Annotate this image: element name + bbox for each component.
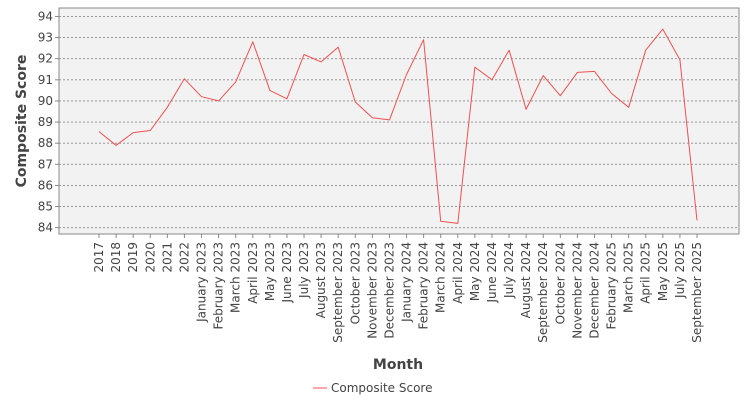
y-tick-label: 94 (38, 9, 53, 23)
x-tick-label: January 2024 (400, 242, 414, 323)
x-tick-label: 2017 (92, 242, 106, 273)
y-tick-label: 87 (38, 157, 53, 171)
y-tick-label: 84 (38, 221, 53, 235)
y-tick-label: 91 (38, 73, 53, 87)
x-tick-label: December 2023 (382, 242, 396, 339)
x-tick-label: 2021 (160, 242, 174, 273)
x-tick-label: January 2023 (195, 242, 209, 323)
y-axis: 84 85 86 87 88 89 90 91 92 93 94 (38, 9, 59, 235)
series-layer (98, 28, 698, 224)
x-tick-label: February 2025 (605, 242, 619, 330)
x-tick-label: July 2025 (673, 242, 687, 299)
legend-label: Composite Score (331, 381, 432, 395)
x-tick-label: 2020 (143, 242, 157, 273)
x-tick-label: March 2025 (622, 242, 636, 313)
x-tick-label: February 2023 (212, 242, 226, 330)
x-tick-label: March 2024 (434, 242, 448, 313)
series-line (98, 28, 698, 224)
x-tick-label: February 2024 (417, 242, 431, 330)
x-tick-label: October 2023 (348, 242, 362, 324)
x-tick-label: August 2023 (314, 242, 328, 318)
x-tick-label: May 2025 (656, 242, 670, 301)
y-axis-title: Composite Score (14, 55, 30, 188)
y-tick-label: 89 (38, 115, 53, 129)
x-tick-label: 2019 (126, 242, 140, 273)
y-tick-label: 92 (38, 52, 53, 66)
x-tick-label: August 2024 (519, 242, 533, 318)
x-tick-label: July 2024 (502, 242, 516, 299)
x-tick-label: 2022 (177, 242, 191, 273)
x-tick-label: 2018 (109, 242, 123, 273)
x-tick-label: May 2023 (263, 242, 277, 301)
x-tick-label: June 2024 (485, 242, 499, 304)
x-tick-label: September 2023 (331, 242, 345, 343)
y-tick-label: 93 (38, 31, 53, 45)
x-tick-label: April 2024 (451, 242, 465, 304)
x-tick-label: September 2025 (690, 242, 704, 343)
x-tick-label: September 2024 (536, 242, 550, 343)
y-tick-label: 90 (38, 94, 53, 108)
x-tick-label: April 2025 (639, 242, 653, 304)
y-tick-label: 85 (38, 200, 53, 214)
x-tick-label: November 2023 (365, 242, 379, 339)
x-tick-label: October 2024 (553, 242, 567, 324)
y-tick-label: 86 (38, 178, 53, 192)
plot-area (58, 7, 740, 235)
y-tick-label: 88 (38, 136, 53, 150)
x-tick-label: December 2024 (587, 242, 601, 339)
x-tick-label: April 2023 (246, 242, 260, 304)
x-tick-label: June 2023 (280, 242, 294, 304)
x-axis: 2017 2018 2019 2020 2021 2022 January 2023 Febr… (92, 234, 704, 343)
grid-lines (59, 16, 739, 229)
legend: Composite Score (313, 381, 432, 395)
x-tick-label: July 2023 (297, 242, 311, 299)
x-tick-label: November 2024 (570, 242, 584, 339)
x-axis-title: Month (373, 357, 423, 373)
x-tick-label: May 2024 (468, 242, 482, 301)
x-tick-label: March 2023 (229, 242, 243, 313)
